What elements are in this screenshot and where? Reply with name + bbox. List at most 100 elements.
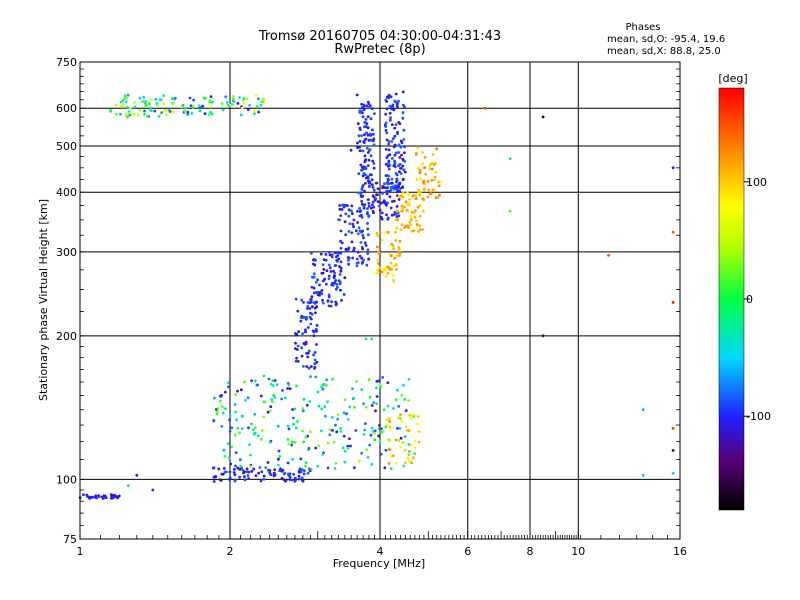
data-point-Es-cloud-orange: [388, 420, 391, 423]
data-point-F2-o-right-spike: [400, 141, 404, 145]
data-point-Es-band-cloud: [248, 443, 251, 446]
data-point-F2-o-upper: [383, 186, 387, 190]
data-point-F2-x-trace-upper: [421, 162, 425, 166]
data-point-Es-band-cloud: [271, 384, 275, 387]
colorbar-label: [deg]: [718, 72, 747, 85]
data-point-Es-band-cloud: [333, 467, 337, 470]
data-point-E-upper-left: [153, 109, 157, 113]
data-point-Es-band-cloud: [373, 438, 377, 442]
data-point-F2-o-left-spike: [372, 166, 376, 170]
data-point-Es-band-cloud: [386, 381, 390, 384]
data-point-Es-band-low: [258, 466, 262, 469]
data-point-E-upper-mid: [183, 109, 187, 113]
data-point-Es-band-cloud: [362, 433, 366, 436]
data-point-Es-band-cloud: [268, 441, 272, 444]
data-point-F2-x-trace-mid: [404, 200, 408, 204]
data-point-F2-o-left-spike: [364, 118, 368, 121]
data-point-F2-o-lower: [333, 281, 337, 285]
data-point-F2-o-left-spike: [366, 133, 370, 137]
data-point-E-upper-left: [142, 95, 146, 99]
data-point-F2-o-right-spike: [398, 163, 401, 167]
phase-stats-title: Phases: [625, 22, 660, 33]
data-point-E-upper-mid: [162, 102, 166, 106]
data-point-Es-band-cloud: [262, 415, 266, 419]
data-point-F2-x-trace-mid: [413, 215, 417, 219]
data-point-Es-band-cloud: [378, 440, 382, 443]
data-point-Es-band-cloud: [253, 426, 257, 430]
data-point-F1-cusp: [310, 312, 314, 316]
data-point-Es-band-cloud: [317, 444, 321, 447]
data-point-F2-x-trace-mid: [409, 223, 413, 226]
data-point-Es-band-cloud: [378, 427, 381, 430]
data-point-Es-cloud-orange: [409, 413, 413, 417]
data-point-Es-band-cloud: [250, 379, 254, 383]
data-point-F2-o-right-spike: [392, 108, 396, 112]
data-point-Es-band-cloud: [343, 449, 347, 453]
data-point-Es-band-low: [257, 471, 260, 475]
data-point-F1-cusp: [313, 366, 316, 370]
data-point-F2-o-lower: [342, 293, 346, 296]
data-point-F2-o-upper: [389, 188, 393, 192]
data-point-F2-o-lower: [333, 271, 337, 275]
data-point-F2-o-lower: [322, 268, 326, 271]
data-point-E-upper-mid: [197, 104, 201, 108]
data-point-Es-band-cloud: [286, 424, 290, 428]
data-point-Es-band-low: [286, 472, 290, 476]
data-point-Es-band-cloud: [287, 427, 291, 431]
data-point-Es-band-cloud: [381, 376, 384, 379]
data-point-F2-o-right-spike: [393, 99, 397, 103]
data-point-Es-band-cloud: [352, 396, 356, 400]
data-point-Es-band-cloud: [240, 414, 244, 418]
data-point-F2-x-trace-lower: [377, 270, 380, 274]
data-point-Es-band-cloud: [396, 388, 399, 392]
data-point: [370, 337, 374, 341]
data-point-F2-o-middle: [337, 218, 340, 222]
data-point: [641, 473, 645, 477]
data-point-F2-o-right-spike: [404, 170, 407, 174]
data-point-F2-x-trace-mid: [395, 218, 398, 222]
data-point-F2-x-trace-upper: [433, 162, 437, 166]
data-point-F2-o-right-spike: [385, 156, 389, 160]
data-point-F2-o-lower: [316, 293, 320, 297]
data-point-F2-o-middle: [367, 257, 371, 261]
data-point-F2-o-left-spike: [364, 176, 368, 180]
data-point-F2-o-left-spike: [372, 143, 376, 147]
data-point-F1-cusp: [311, 329, 315, 333]
data-point-F1-cusp: [299, 319, 303, 323]
data-point: [151, 488, 155, 492]
data-point-F2-x-trace-lower: [392, 278, 395, 282]
data-point-F1-cusp: [313, 351, 317, 354]
data-point-F2-o-left-spike: [361, 111, 364, 115]
data-point-Es-band-cloud: [360, 388, 364, 391]
data-point-Es-band-low: [288, 475, 292, 479]
data-point-F2-o-right-spike: [386, 177, 390, 181]
data-point-F2-o-lower: [327, 295, 331, 299]
data-point-E-upper-left: [148, 102, 151, 106]
data-point-Es-band-cloud: [354, 429, 358, 432]
data-point-F2-o-lower: [321, 301, 325, 305]
data-point-Es-band-low: [245, 470, 249, 473]
data-point-F2-o-lower: [339, 269, 343, 272]
data-point-Es-band-cloud: [358, 459, 361, 463]
data-point-Es-band-cloud: [348, 405, 352, 409]
data-point-Es-band-cloud: [377, 434, 380, 438]
data-point-Es-band-cloud: [269, 409, 272, 413]
data-point: [126, 484, 130, 488]
data-point-Es-band-cloud: [331, 377, 334, 381]
data-point-Es-band-cloud: [302, 440, 305, 444]
data-point-F1-cusp: [306, 326, 310, 329]
data-point-F2-o-right-spike: [394, 92, 398, 96]
data-point-E-upper-mid: [254, 94, 258, 97]
data-point-Es-band-cloud: [346, 444, 350, 448]
data-point-F2-o-right-spike: [403, 151, 406, 155]
data-point-Es-band-low: [262, 477, 266, 481]
data-point-F2-x-trace-lower: [397, 250, 400, 254]
data-point-Es-band-low: [302, 469, 306, 472]
data-point-F2-o-middle: [355, 257, 359, 261]
data-point-F2-x-trace-upper: [435, 147, 439, 151]
data-point-Es-band-cloud: [273, 396, 277, 399]
data-point-F2-o-middle: [362, 206, 366, 210]
data-point-F1-cusp: [314, 311, 317, 315]
data-point-F1-cusp: [315, 343, 318, 346]
data-point-F2-o-right-spike: [402, 177, 405, 181]
